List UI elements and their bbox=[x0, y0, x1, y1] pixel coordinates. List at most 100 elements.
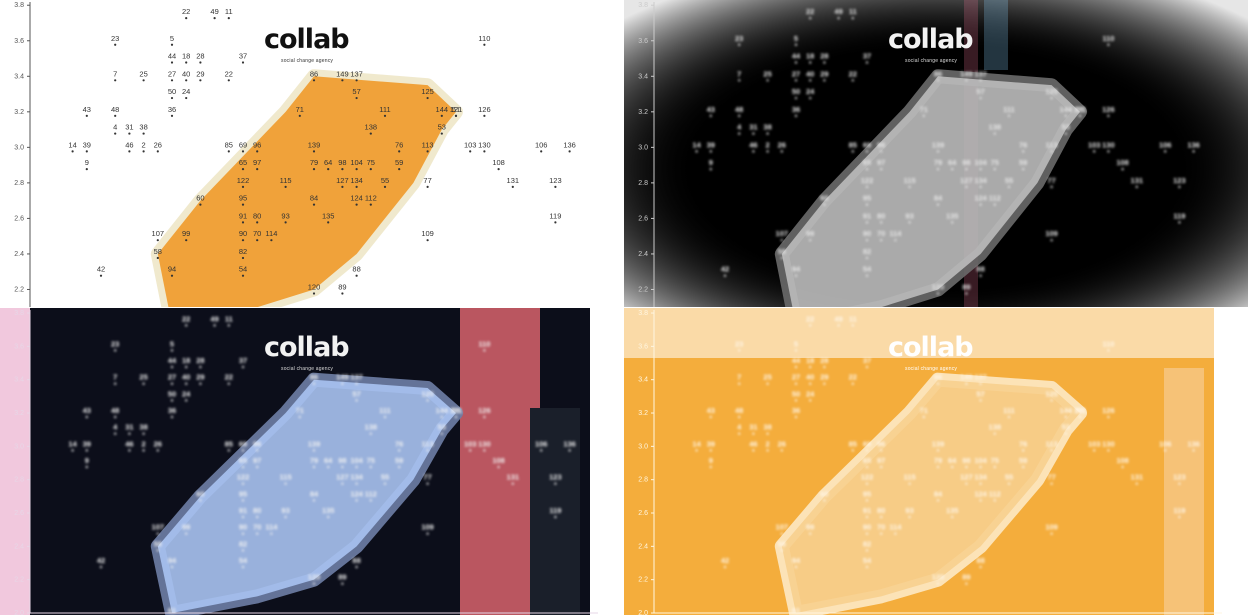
data-point bbox=[327, 515, 330, 519]
data-point bbox=[809, 79, 812, 82]
data-point bbox=[170, 349, 174, 352]
point-label: 22 bbox=[182, 314, 190, 323]
data-point bbox=[695, 449, 698, 452]
point-label: 49 bbox=[210, 314, 218, 323]
data-point bbox=[752, 432, 755, 435]
data-point bbox=[114, 79, 117, 82]
point-label: 115 bbox=[904, 176, 916, 185]
y-tick-label: 2.2 bbox=[14, 577, 24, 584]
data-point bbox=[979, 482, 982, 485]
data-point bbox=[865, 256, 869, 260]
y-tick-label: 3.6 bbox=[14, 38, 24, 45]
data-point bbox=[241, 449, 245, 452]
point-label: 70 bbox=[877, 523, 885, 532]
point-label: 71 bbox=[296, 105, 304, 114]
red-streak bbox=[460, 308, 540, 615]
brand-logo: collab bbox=[264, 332, 350, 363]
axes: 2.02.22.42.62.83.03.23.43.63.8 bbox=[638, 2, 655, 307]
data-point bbox=[341, 382, 344, 385]
point-label: 23 bbox=[111, 339, 119, 348]
point-label: 4 bbox=[113, 123, 117, 132]
data-point bbox=[1050, 150, 1053, 153]
point-label: 22 bbox=[182, 7, 190, 16]
point-label: 65 bbox=[863, 158, 871, 167]
scatter-plot-orange: 2.02.22.42.62.83.03.23.43.63.823 522 49 111… bbox=[624, 308, 1248, 615]
point-label: 64 bbox=[948, 456, 957, 465]
data-point bbox=[142, 79, 145, 82]
y-tick-label: 2.8 bbox=[14, 477, 24, 484]
y-tick-label: 2.4 bbox=[638, 543, 648, 550]
point-label: 39 bbox=[707, 140, 715, 149]
point-label: 93 bbox=[905, 506, 913, 515]
point-label: 84 bbox=[934, 194, 943, 203]
point-label: 106 bbox=[535, 140, 548, 149]
data-point bbox=[199, 61, 202, 64]
data-point bbox=[794, 365, 798, 369]
point-label: 60 bbox=[820, 489, 828, 498]
point-label: 64 bbox=[948, 158, 957, 167]
point-label: 109 bbox=[1045, 523, 1058, 532]
data-point bbox=[170, 399, 174, 402]
y-tick-label: 2.2 bbox=[14, 286, 24, 293]
point-label: 75 bbox=[367, 456, 375, 465]
point-label: 113 bbox=[1046, 140, 1058, 149]
data-point bbox=[965, 482, 968, 485]
point-label: 4 bbox=[113, 423, 118, 432]
data-point bbox=[312, 168, 316, 171]
point-label: 104 bbox=[350, 456, 363, 465]
data-point bbox=[880, 515, 883, 519]
point-label: 65 bbox=[239, 158, 247, 167]
data-point bbox=[823, 365, 826, 369]
data-point bbox=[766, 79, 769, 82]
point-label: 51 bbox=[452, 406, 460, 415]
data-point bbox=[865, 565, 869, 569]
point-label: 14 bbox=[692, 140, 701, 149]
point-label: 28 bbox=[820, 356, 828, 365]
point-label: 96 bbox=[877, 140, 885, 149]
point-label: 134 bbox=[974, 176, 987, 185]
data-point bbox=[241, 221, 245, 224]
point-label: 5 bbox=[794, 34, 798, 43]
point-label: 27 bbox=[792, 373, 800, 382]
point-label: 114 bbox=[265, 523, 278, 532]
data-point bbox=[1064, 132, 1067, 135]
data-point bbox=[851, 449, 854, 452]
data-point bbox=[426, 449, 429, 452]
data-point bbox=[227, 150, 230, 153]
data-point bbox=[142, 432, 145, 435]
point-label: 93 bbox=[281, 211, 289, 220]
point-label: 119 bbox=[1173, 211, 1185, 220]
data-point bbox=[908, 221, 911, 224]
point-label: 37 bbox=[863, 52, 871, 61]
data-point bbox=[511, 185, 514, 188]
point-label: 14 bbox=[692, 439, 701, 448]
data-point bbox=[199, 499, 202, 502]
data-point bbox=[185, 79, 188, 82]
point-label: 107 bbox=[152, 229, 165, 238]
point-label: 88 bbox=[976, 265, 984, 274]
point-label: 23 bbox=[735, 34, 743, 43]
data-point bbox=[298, 114, 301, 117]
data-point bbox=[312, 449, 316, 452]
point-label: 149 bbox=[336, 373, 349, 382]
data-point bbox=[71, 449, 74, 452]
point-label: 65 bbox=[863, 456, 871, 465]
data-point bbox=[185, 61, 188, 64]
point-label: 50 bbox=[792, 389, 800, 398]
point-label: 27 bbox=[168, 373, 176, 382]
point-label: 109 bbox=[1045, 229, 1058, 238]
data-point bbox=[865, 482, 869, 485]
data-point bbox=[355, 168, 358, 171]
point-label: 58 bbox=[778, 247, 786, 256]
point-label: 86 bbox=[310, 373, 318, 382]
point-label: 126 bbox=[478, 406, 491, 415]
point-label: 80 bbox=[877, 506, 885, 515]
haze bbox=[624, 308, 1248, 358]
data-point bbox=[241, 256, 245, 260]
point-label: 53 bbox=[1062, 123, 1070, 132]
point-label: 55 bbox=[1005, 176, 1013, 185]
point-label: 84 bbox=[310, 194, 318, 203]
point-label: 93 bbox=[281, 506, 289, 515]
